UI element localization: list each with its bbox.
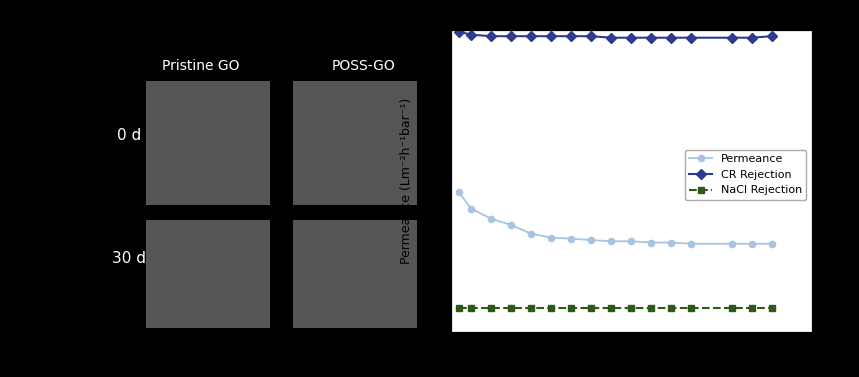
CR Rejection bbox=[546, 34, 557, 38]
Permeance bbox=[454, 190, 464, 195]
CR Rejection bbox=[454, 29, 464, 34]
CR Rejection bbox=[646, 35, 656, 40]
NaCl Rejection bbox=[486, 305, 497, 310]
Text: POSS-GO: POSS-GO bbox=[332, 59, 395, 73]
Permeance bbox=[727, 242, 737, 246]
NaCl Rejection bbox=[667, 305, 677, 310]
CR Rejection bbox=[746, 35, 757, 40]
Permeance bbox=[506, 223, 516, 227]
Permeance bbox=[486, 216, 497, 221]
Y-axis label: Rejection（%）: Rejection（%） bbox=[851, 138, 859, 224]
Permeance bbox=[667, 240, 677, 245]
NaCl Rejection bbox=[746, 305, 757, 310]
Permeance bbox=[566, 236, 576, 241]
CR Rejection bbox=[506, 34, 516, 38]
Y-axis label: Permeance (Lm⁻²h⁻¹bar⁻¹): Permeance (Lm⁻²h⁻¹bar⁻¹) bbox=[400, 98, 413, 264]
NaCl Rejection bbox=[546, 305, 557, 310]
Permeance bbox=[466, 206, 476, 211]
Permeance bbox=[626, 239, 637, 244]
X-axis label: Time（h）: Time（h） bbox=[599, 360, 664, 374]
Permeance bbox=[606, 239, 617, 244]
NaCl Rejection bbox=[766, 305, 777, 310]
Text: Pristine GO: Pristine GO bbox=[161, 59, 239, 73]
CR Rejection bbox=[586, 34, 596, 38]
Line: CR Rejection: CR Rejection bbox=[455, 28, 775, 41]
NaCl Rejection bbox=[686, 305, 697, 310]
NaCl Rejection bbox=[626, 305, 637, 310]
Permeance bbox=[546, 235, 557, 240]
CR Rejection bbox=[566, 34, 576, 38]
CR Rejection bbox=[606, 35, 617, 40]
NaCl Rejection bbox=[506, 305, 516, 310]
Text: 30 d: 30 d bbox=[112, 251, 146, 266]
Bar bbox=[146, 220, 270, 328]
Permeance bbox=[746, 242, 757, 246]
NaCl Rejection bbox=[454, 305, 464, 310]
Bar bbox=[146, 81, 270, 205]
NaCl Rejection bbox=[646, 305, 656, 310]
Line: Permeance: Permeance bbox=[456, 189, 775, 247]
Permeance bbox=[526, 231, 536, 236]
CR Rejection bbox=[727, 35, 737, 40]
CR Rejection bbox=[626, 35, 637, 40]
CR Rejection bbox=[526, 34, 536, 38]
Legend: Permeance, CR Rejection, NaCl Rejection: Permeance, CR Rejection, NaCl Rejection bbox=[685, 150, 807, 200]
NaCl Rejection bbox=[566, 305, 576, 310]
CR Rejection bbox=[486, 34, 497, 38]
Text: b: b bbox=[427, 3, 440, 21]
NaCl Rejection bbox=[466, 305, 476, 310]
Text: 0 d: 0 d bbox=[117, 128, 141, 143]
CR Rejection bbox=[667, 35, 677, 40]
Line: NaCl Rejection: NaCl Rejection bbox=[455, 304, 775, 311]
CR Rejection bbox=[466, 32, 476, 37]
Permeance bbox=[586, 238, 596, 242]
Permeance bbox=[766, 242, 777, 246]
Bar bbox=[294, 220, 417, 328]
NaCl Rejection bbox=[727, 305, 737, 310]
Permeance bbox=[646, 240, 656, 245]
NaCl Rejection bbox=[606, 305, 617, 310]
NaCl Rejection bbox=[586, 305, 596, 310]
NaCl Rejection bbox=[526, 305, 536, 310]
CR Rejection bbox=[686, 35, 697, 40]
Permeance bbox=[686, 242, 697, 246]
CR Rejection bbox=[766, 34, 777, 38]
Bar bbox=[294, 81, 417, 205]
